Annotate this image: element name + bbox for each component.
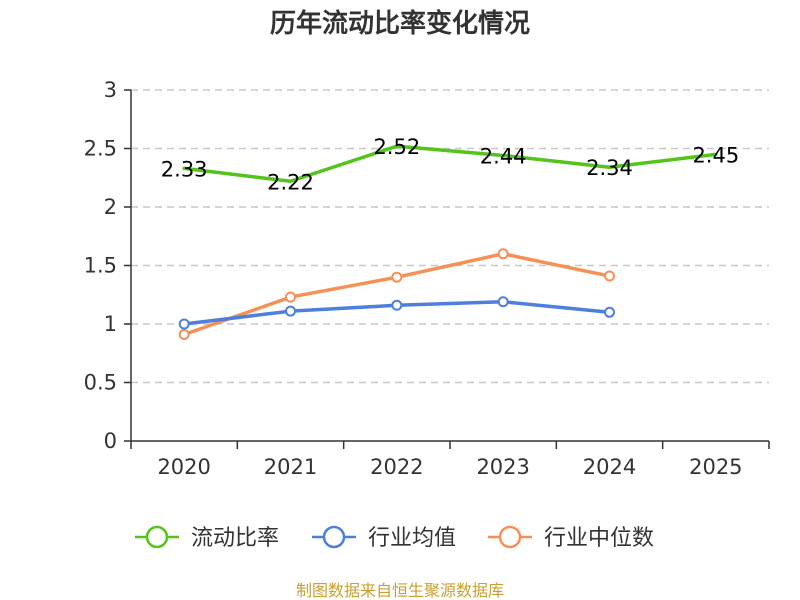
legend-marker xyxy=(498,525,522,549)
x-tick-label: 2024 xyxy=(583,455,636,479)
legend-marker xyxy=(322,525,346,549)
y-tick-label: 2 xyxy=(104,195,117,219)
data-point xyxy=(391,271,403,283)
data-point xyxy=(604,270,615,282)
data-point xyxy=(178,318,190,330)
legend[interactable]: 流动比率 行业均值 行业中位数 xyxy=(135,525,654,551)
series xyxy=(178,144,718,341)
y-tick-label: 2.5 xyxy=(84,137,117,161)
legend-label: 行业中位数 xyxy=(544,526,654,551)
data-point xyxy=(178,329,190,341)
source-footer: 制图数据来自恒生聚源数据库 xyxy=(296,581,504,600)
data-point xyxy=(285,305,296,317)
x-tick-label: 2023 xyxy=(476,455,529,479)
ticks: 0 0.5 1 1.5 2 2.5 3 2020 2021 2022 2023 2024 2025 xyxy=(84,78,770,479)
data-point xyxy=(497,296,509,308)
y-tick-label: 1.5 xyxy=(84,254,117,278)
x-tick-label: 2020 xyxy=(157,455,210,479)
data-point xyxy=(285,291,296,303)
data-label: 2.45 xyxy=(692,143,739,167)
data-label: 2.52 xyxy=(373,135,420,159)
legend-label: 流动比率 xyxy=(191,526,279,551)
data-label: 2.44 xyxy=(480,145,527,169)
series-0 xyxy=(182,144,718,184)
legend-label: 行业均值 xyxy=(368,526,456,551)
data-point xyxy=(391,299,403,311)
data-point xyxy=(604,306,615,318)
grid xyxy=(131,89,769,384)
series-line xyxy=(182,144,718,184)
legend-item[interactable]: 流动比率 xyxy=(135,525,279,551)
data-label: 2.33 xyxy=(161,157,208,181)
series-1 xyxy=(178,296,615,330)
y-tick-label: 0 xyxy=(104,429,117,453)
y-tick-label: 3 xyxy=(104,78,117,102)
legend-item[interactable]: 行业均值 xyxy=(312,525,456,551)
data-label: 2.22 xyxy=(267,170,314,194)
y-tick-label: 1 xyxy=(104,312,117,336)
legend-item[interactable]: 行业中位数 xyxy=(488,525,654,551)
data-label: 2.34 xyxy=(586,156,633,180)
data-point xyxy=(497,248,509,260)
chart-title: 历年流动比率变化情况 xyxy=(270,8,530,39)
series-2 xyxy=(178,248,615,341)
data-labels: 2.33 2.22 2.52 2.44 2.34 2.45 xyxy=(161,135,739,194)
x-tick-label: 2021 xyxy=(264,455,317,479)
legend-marker xyxy=(145,525,169,549)
x-tick-label: 2022 xyxy=(370,455,423,479)
x-tick-label: 2025 xyxy=(689,455,742,479)
y-tick-label: 0.5 xyxy=(84,371,117,395)
